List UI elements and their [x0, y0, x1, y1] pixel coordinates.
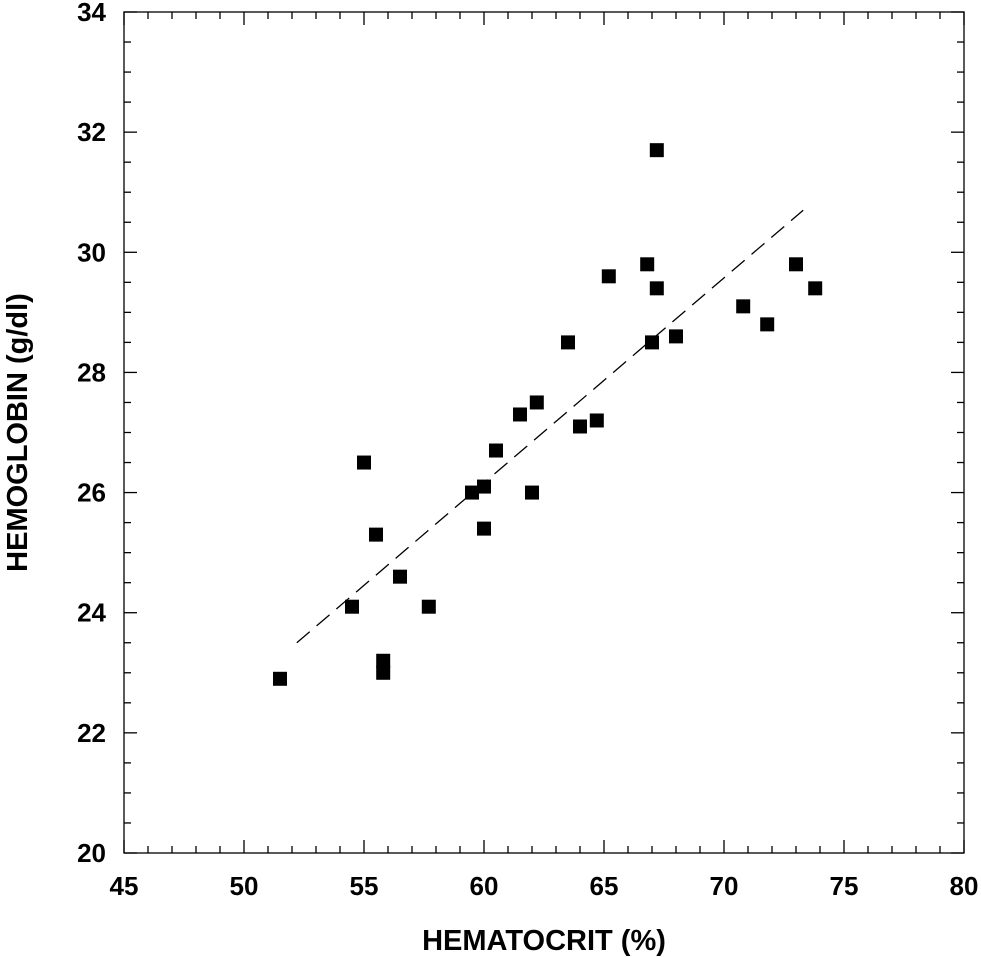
data-point	[808, 281, 823, 296]
data-point	[525, 485, 539, 500]
x-tick-label: 80	[950, 871, 979, 901]
data-point	[393, 569, 407, 584]
trendline-group	[296, 209, 804, 644]
data-point	[489, 443, 503, 458]
plot-frame	[123, 11, 965, 854]
data-point	[645, 335, 659, 350]
data-point	[573, 419, 587, 434]
data-point	[669, 329, 683, 344]
data-point	[601, 269, 616, 284]
data-point	[477, 479, 491, 494]
x-tick-label: 55	[350, 871, 379, 901]
x-axis-title: HEMATOCRIT (%)	[422, 925, 666, 957]
data-point	[789, 257, 803, 272]
y-axis-title: HEMOGLOBIN (g/dl)	[2, 293, 34, 572]
data-point	[561, 335, 575, 350]
data-points	[273, 143, 823, 686]
x-tick-label: 45	[110, 871, 139, 901]
x-tick-label: 50	[230, 871, 259, 901]
data-point	[736, 299, 751, 314]
y-tick-label: 32	[77, 117, 106, 147]
x-tick-label: 75	[830, 871, 859, 901]
axis-ticks	[123, 11, 965, 854]
trendline	[296, 209, 804, 644]
y-tick-label: 30	[77, 237, 106, 267]
y-tick-label: 28	[77, 357, 106, 387]
data-point	[465, 485, 479, 500]
y-tick-label: 26	[77, 478, 106, 508]
y-tick-label: 24	[77, 598, 106, 628]
data-point	[357, 455, 371, 470]
x-tick-label: 65	[590, 871, 619, 901]
y-tick-label: 34	[77, 0, 106, 27]
data-point	[529, 395, 544, 410]
data-point	[760, 317, 775, 332]
data-point	[376, 665, 391, 680]
x-tick-label: 70	[710, 871, 739, 901]
x-tick-label: 60	[470, 871, 499, 901]
data-point	[513, 407, 527, 422]
data-point	[589, 413, 604, 428]
data-point	[369, 527, 383, 542]
data-point	[273, 671, 287, 686]
data-point	[649, 281, 664, 296]
tick-labels: 45 50 55 60 65 70 75 80 20 22 24 26 28 30 32 34	[77, 0, 978, 901]
data-point	[345, 599, 359, 614]
y-tick-label: 22	[77, 718, 106, 748]
data-point	[640, 257, 655, 272]
data-point	[376, 653, 391, 668]
data-point	[649, 143, 664, 158]
y-tick-label: 20	[77, 838, 106, 868]
data-point	[477, 521, 491, 536]
data-point	[421, 599, 436, 614]
